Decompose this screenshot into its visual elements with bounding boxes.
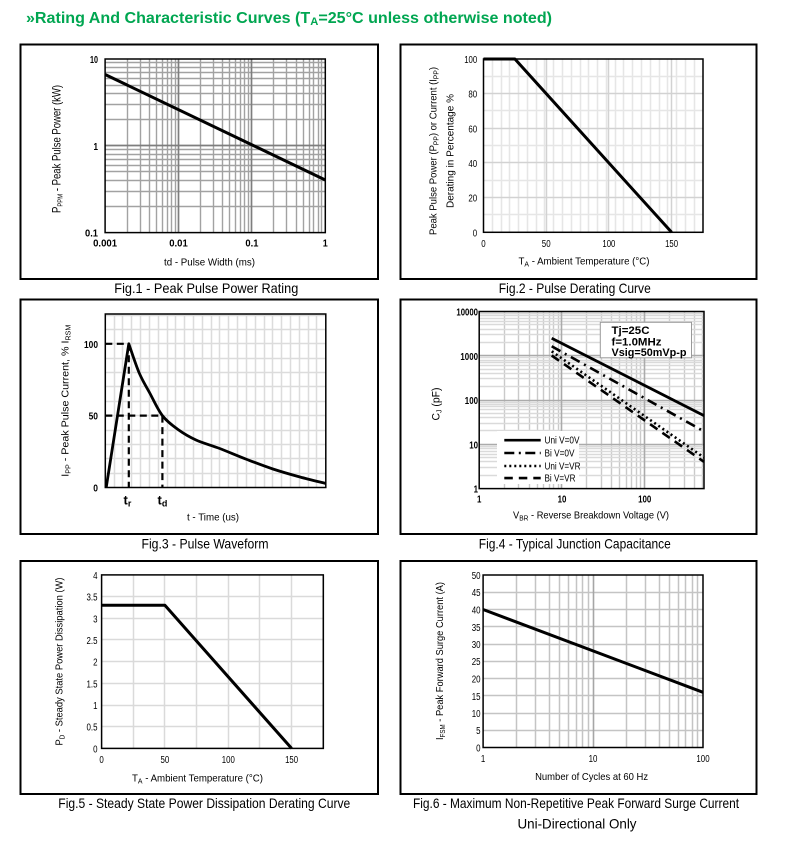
svg-text:100: 100 bbox=[464, 55, 477, 66]
svg-text:150: 150 bbox=[285, 755, 298, 766]
svg-text:Fig.6 - Maximum Non-Repetitive: Fig.6 - Maximum Non-Repetitive Peak Forw… bbox=[413, 795, 739, 811]
svg-text:10: 10 bbox=[589, 754, 598, 765]
svg-text:Number of Cycles at 60 Hz: Number of Cycles at 60 Hz bbox=[535, 771, 648, 783]
svg-text:20: 20 bbox=[472, 675, 481, 686]
svg-text:0: 0 bbox=[99, 755, 104, 766]
svg-text:Uni V=VR: Uni V=VR bbox=[545, 462, 581, 473]
svg-text:40: 40 bbox=[468, 159, 477, 170]
svg-text:Fig.2 - Pulse Derating Curve: Fig.2 - Pulse Derating Curve bbox=[499, 280, 651, 296]
svg-text:0: 0 bbox=[93, 744, 98, 755]
svg-text:1.5: 1.5 bbox=[87, 679, 98, 690]
svg-text:45: 45 bbox=[472, 588, 481, 599]
svg-text:10: 10 bbox=[558, 494, 567, 505]
svg-text:Vsig=50mVp-p: Vsig=50mVp-p bbox=[612, 347, 687, 359]
svg-text:10000: 10000 bbox=[456, 308, 478, 319]
svg-text:1: 1 bbox=[474, 485, 479, 496]
svg-text:2: 2 bbox=[93, 658, 98, 669]
svg-text:35: 35 bbox=[472, 623, 481, 634]
svg-text:150: 150 bbox=[665, 239, 678, 250]
svg-text:TA - Ambient Temperature (°C): TA - Ambient Temperature (°C) bbox=[519, 256, 650, 269]
svg-text:25: 25 bbox=[472, 657, 481, 668]
svg-text:Bi V=0V: Bi V=0V bbox=[545, 449, 575, 460]
svg-text:0.5: 0.5 bbox=[87, 723, 98, 734]
svg-text:1: 1 bbox=[481, 754, 486, 765]
svg-text:0: 0 bbox=[473, 228, 478, 239]
svg-text:50: 50 bbox=[89, 412, 99, 423]
svg-text:50: 50 bbox=[542, 239, 551, 250]
svg-text:Derating in Percentage %: Derating in Percentage % bbox=[446, 94, 457, 208]
svg-text:30: 30 bbox=[472, 640, 481, 651]
svg-text:3.5: 3.5 bbox=[87, 593, 98, 604]
svg-text:CJ (pF): CJ (pF) bbox=[431, 388, 444, 421]
svg-text:2.5: 2.5 bbox=[87, 636, 98, 647]
svg-text:Peak Pulse Power (PPP) or Curr: Peak Pulse Power (PPP) or Current (IPP) bbox=[429, 67, 441, 235]
svg-text:100: 100 bbox=[602, 239, 615, 250]
svg-text:0: 0 bbox=[93, 484, 98, 495]
svg-text:TA - Ambient Temperature (°C): TA - Ambient Temperature (°C) bbox=[132, 772, 263, 785]
svg-text:IPP - Peak Pulse Current, % IR: IPP - Peak Pulse Current, % IRSM bbox=[60, 325, 73, 477]
svg-text:50: 50 bbox=[161, 755, 170, 766]
svg-text:100: 100 bbox=[465, 396, 479, 407]
svg-text:3: 3 bbox=[93, 614, 98, 625]
svg-text:0: 0 bbox=[476, 744, 481, 755]
svg-text:0.1: 0.1 bbox=[85, 229, 98, 240]
svg-text:td - Pulse Width (ms): td - Pulse Width (ms) bbox=[164, 257, 255, 269]
svg-text:40: 40 bbox=[472, 606, 481, 617]
svg-text:100: 100 bbox=[222, 755, 235, 766]
svg-text:0.001: 0.001 bbox=[93, 238, 117, 249]
svg-text:Uni V=0V: Uni V=0V bbox=[545, 436, 580, 447]
svg-text:1: 1 bbox=[323, 238, 328, 249]
svg-text:PPPM - Peak Pulse Power (kW): PPPM - Peak Pulse Power (kW) bbox=[50, 85, 65, 213]
svg-text:4: 4 bbox=[93, 571, 98, 582]
svg-text:f=1.0MHz: f=1.0MHz bbox=[612, 336, 663, 348]
svg-text:0.01: 0.01 bbox=[169, 238, 188, 249]
svg-text:100: 100 bbox=[638, 494, 652, 505]
svg-text:15: 15 bbox=[472, 692, 481, 703]
svg-text:Fig.1 - Peak Pulse Power Ratin: Fig.1 - Peak Pulse Power Rating bbox=[114, 280, 298, 296]
svg-text:»Rating And Characteristic Cur: »Rating And Characteristic Curves (T A=25… bbox=[26, 10, 552, 28]
svg-text:0.1: 0.1 bbox=[245, 238, 258, 249]
svg-text:20: 20 bbox=[468, 194, 477, 205]
svg-text:Tj=25C: Tj=25C bbox=[612, 325, 650, 337]
svg-text:100: 100 bbox=[696, 754, 710, 765]
svg-text:t - Time (us): t - Time (us) bbox=[187, 512, 239, 524]
svg-text:IFSM - Peak Forward Surge Curr: IFSM - Peak Forward Surge Current (A) bbox=[434, 582, 447, 740]
svg-text:10: 10 bbox=[472, 709, 481, 720]
svg-text:PD - Steady State Power Dissip: PD - Steady State Power Dissipation (W) bbox=[54, 578, 67, 746]
svg-text:1: 1 bbox=[94, 142, 99, 153]
svg-text:tr: tr bbox=[124, 492, 132, 508]
svg-text:60: 60 bbox=[468, 124, 477, 135]
svg-text:0: 0 bbox=[481, 239, 486, 250]
svg-text:Fig.3 - Pulse Waveform: Fig.3 - Pulse Waveform bbox=[142, 535, 269, 551]
svg-text:10: 10 bbox=[469, 440, 478, 451]
svg-text:10: 10 bbox=[90, 55, 98, 66]
svg-text:1000: 1000 bbox=[460, 352, 478, 363]
svg-text:Fig.5 - Steady State Power Dis: Fig.5 - Steady State Power Dissipation D… bbox=[58, 795, 350, 811]
svg-text:Fig.4 - Typical Junction Capac: Fig.4 - Typical Junction Capacitance bbox=[479, 535, 671, 551]
svg-text:50: 50 bbox=[472, 571, 481, 582]
svg-text:1: 1 bbox=[477, 494, 482, 505]
svg-text:VBR - Reverse Breakdown Voltag: VBR - Reverse Breakdown Voltage (V) bbox=[513, 510, 669, 523]
svg-text:td: td bbox=[158, 492, 168, 508]
svg-text:Bi V=VR: Bi V=VR bbox=[545, 474, 576, 485]
svg-text:1: 1 bbox=[93, 701, 98, 712]
svg-text:100: 100 bbox=[84, 340, 98, 351]
svg-text:Uni-Directional Only: Uni-Directional Only bbox=[518, 815, 637, 831]
svg-text:5: 5 bbox=[476, 726, 481, 737]
svg-text:80: 80 bbox=[468, 90, 477, 101]
